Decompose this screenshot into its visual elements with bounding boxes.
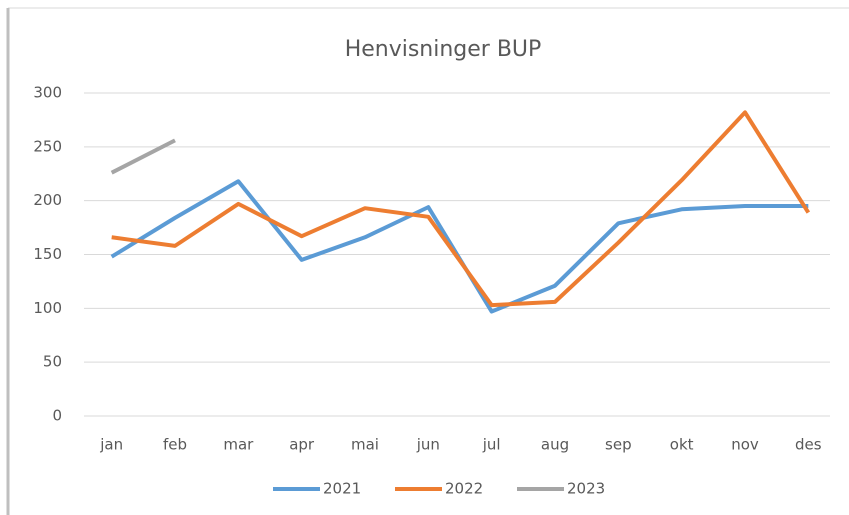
- series-line: [110, 138, 176, 175]
- x-tick-label: nov: [731, 436, 759, 454]
- y-tick-label: 250: [33, 137, 62, 155]
- x-tick-label: mar: [223, 436, 254, 454]
- x-tick-label: aug: [541, 436, 569, 454]
- y-tick-label: 150: [33, 245, 62, 263]
- x-tick-label: jan: [99, 436, 123, 454]
- x-tick-label: apr: [289, 436, 315, 454]
- y-tick-label: 100: [33, 299, 62, 317]
- y-tick-label: 200: [33, 191, 62, 209]
- y-tick-label: 0: [52, 407, 62, 425]
- x-tick-label: feb: [163, 436, 187, 454]
- x-tick-label: mai: [351, 436, 379, 454]
- legend-label: 2021: [323, 480, 361, 498]
- x-tick-label: jun: [416, 436, 440, 454]
- legend-label: 2022: [445, 480, 483, 498]
- y-tick-label: 300: [33, 84, 62, 102]
- series-line: [111, 110, 811, 308]
- x-tick-label: des: [795, 436, 822, 454]
- x-tick-label: sep: [605, 436, 632, 454]
- x-tick-label: okt: [670, 436, 694, 454]
- x-tick-label: jul: [482, 436, 501, 454]
- chart-title: Henvisninger BUP: [345, 37, 542, 62]
- y-tick-label: 50: [43, 353, 62, 371]
- legend-label: 2023: [567, 480, 605, 498]
